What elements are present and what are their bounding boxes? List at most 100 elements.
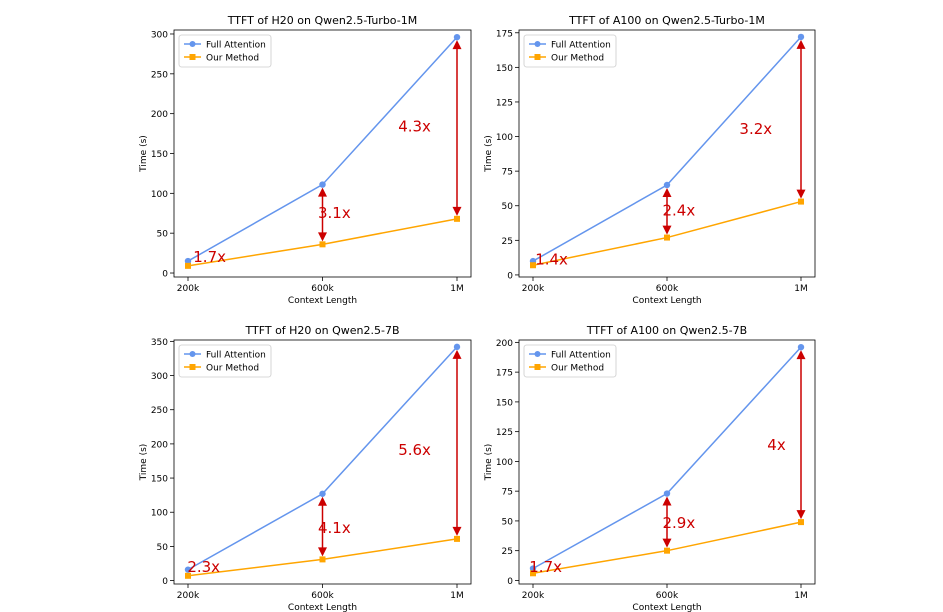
- x-axis-label: Context Length: [632, 296, 701, 306]
- speedup-label: 1.7x: [529, 558, 562, 576]
- legend-box: [178, 344, 272, 378]
- data-point: [184, 566, 192, 573]
- y-tick-label: 125: [496, 98, 513, 108]
- speedup-label: 3.1x: [318, 204, 351, 222]
- data-point: [454, 535, 460, 542]
- y-tick-label: 25: [502, 237, 513, 247]
- y-axis-label: Time (s): [484, 444, 494, 482]
- legend-marker: [534, 351, 541, 357]
- chart-title: TTFT of H20 on Qwen2.5-Turbo-1M: [227, 14, 417, 27]
- data-point: [185, 572, 191, 579]
- speedup-label: 3.2x: [739, 120, 772, 138]
- speedup-arrowhead: [662, 538, 672, 548]
- y-tick-label: 75: [502, 168, 513, 178]
- legend-box: [523, 344, 617, 378]
- y-tick-label: 0: [507, 577, 513, 587]
- speedup-arrowhead: [662, 187, 672, 197]
- data-point: [798, 519, 804, 526]
- y-tick-label: 350: [151, 338, 168, 348]
- x-tick-label: 1M: [794, 284, 808, 294]
- y-tick-label: 50: [157, 230, 169, 240]
- speedup-label: 4.3x: [398, 117, 431, 135]
- speedup-label: 5.6x: [398, 441, 431, 459]
- speedup-label: 4.1x: [318, 519, 351, 537]
- speedup-arrowhead: [318, 496, 327, 506]
- x-axis-label: Context Length: [288, 603, 357, 612]
- legend-label: Full Attention: [551, 350, 611, 360]
- subplot-2: TTFT of A100 on Qwen2.5-Turbo-1M 0 25 50 75 1…: [484, 14, 816, 306]
- y-tick-label: 75: [502, 488, 513, 498]
- speedup-arrowhead: [796, 39, 806, 49]
- legend-label: Our Method: [551, 363, 604, 373]
- speedup-label: 2.4x: [662, 201, 695, 219]
- speedup-arrowhead: [796, 189, 806, 199]
- data-point: [319, 241, 326, 248]
- data-point: [185, 262, 191, 269]
- y-axis-label: Time (s): [484, 135, 494, 173]
- y-tick-label: 0: [507, 271, 513, 281]
- x-tick-label: 600k: [311, 591, 334, 601]
- speedup-arrowhead: [318, 547, 327, 557]
- y-tick-label: 0: [162, 577, 168, 587]
- speedup-arrowhead: [318, 232, 327, 242]
- data-point: [797, 343, 805, 351]
- x-tick-label: 600k: [656, 284, 679, 294]
- x-tick-label: 1M: [450, 284, 464, 294]
- y-axis-label: Time (s): [139, 135, 149, 173]
- legend-marker: [189, 54, 196, 60]
- y-tick-label: 150: [151, 475, 168, 485]
- legend: Full Attention Our Method: [178, 344, 272, 378]
- speedup-arrowhead: [452, 349, 462, 359]
- speedup-arrowhead: [318, 187, 327, 197]
- y-tick-label: 100: [151, 190, 168, 200]
- data-point: [319, 556, 326, 563]
- y-tick-label: 125: [496, 428, 513, 438]
- legend: Full Attention Our Method: [523, 34, 617, 68]
- data-point: [319, 490, 326, 497]
- y-tick-label: 300: [151, 372, 168, 382]
- y-tick-label: 100: [496, 458, 513, 468]
- x-tick-label: 600k: [311, 284, 334, 294]
- legend-marker: [534, 41, 541, 47]
- legend-label: Full Attention: [551, 40, 611, 50]
- speedup-arrowhead: [662, 496, 672, 506]
- data-point: [530, 262, 536, 269]
- legend-label: Our Method: [206, 363, 259, 373]
- data-point: [529, 565, 537, 572]
- data-point: [530, 570, 536, 577]
- speedup-label: 1.7x: [193, 248, 226, 266]
- x-tick-label: 200k: [522, 591, 545, 601]
- x-tick-label: 600k: [656, 591, 679, 601]
- legend-marker: [534, 54, 541, 60]
- legend-label: Full Attention: [206, 40, 266, 50]
- y-tick-label: 100: [151, 509, 168, 519]
- data-point: [663, 490, 671, 497]
- y-tick-label: 50: [157, 543, 169, 553]
- chart-title: TTFT of H20 on Qwen2.5-7B: [244, 324, 399, 337]
- x-tick-label: 200k: [177, 284, 200, 294]
- data-point: [453, 343, 461, 351]
- data-point: [664, 234, 670, 241]
- data-point: [663, 181, 671, 189]
- y-tick-label: 300: [151, 30, 168, 40]
- legend: Full Attention Our Method: [523, 344, 617, 378]
- data-point: [454, 215, 460, 222]
- legend-box: [523, 34, 617, 68]
- y-tick-label: 150: [151, 150, 168, 160]
- y-tick-label: 200: [151, 440, 168, 450]
- data-point: [797, 33, 805, 41]
- speedup-arrowhead: [796, 350, 806, 360]
- axes-frame: [518, 29, 816, 278]
- y-tick-label: 100: [496, 133, 513, 143]
- y-tick-label: 250: [151, 406, 168, 416]
- legend-marker: [534, 364, 541, 370]
- speedup-arrowhead: [796, 510, 806, 520]
- y-tick-label: 50: [502, 202, 514, 212]
- data-point: [184, 257, 192, 265]
- data-point: [453, 33, 461, 41]
- axes-frame: [518, 339, 816, 585]
- data-point: [319, 181, 326, 188]
- y-tick-label: 250: [151, 70, 168, 80]
- axes-frame: [173, 339, 472, 585]
